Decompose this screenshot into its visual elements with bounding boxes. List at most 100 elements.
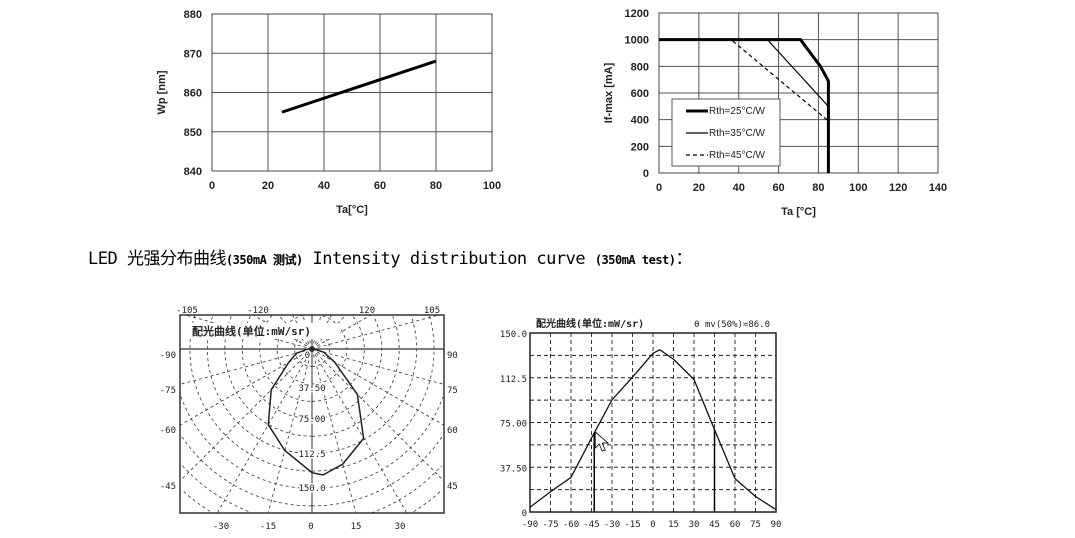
plot-frame bbox=[658, 12, 939, 174]
polar-intensity-chart: 配光曲线(单位:mW/sr) -105 -120 120 105 -90 90 -75 75 -6… bbox=[160, 306, 458, 532]
polar-radial-label: 150.0 bbox=[298, 484, 325, 494]
x-tick-label: -75 bbox=[542, 520, 558, 530]
polar-bottom-label: -30 bbox=[213, 522, 229, 532]
polar-grid-circle bbox=[312, 314, 348, 385]
intensity-distribution-chart: -90 -75 -60 -45 -30 -15 0 15 30 45 60 75 90 0 37.50 75.… bbox=[500, 317, 782, 530]
x-tick-label: 90 bbox=[771, 520, 782, 530]
legend-label: Rth=25°C/W bbox=[709, 106, 766, 117]
polar-grid-circle bbox=[371, 465, 442, 514]
y-tick-label: 112.5 bbox=[500, 375, 527, 385]
polar-grid-circle bbox=[312, 315, 365, 402]
polar-intensity-curve bbox=[267, 348, 365, 476]
x-tick-label: 40 bbox=[318, 180, 330, 192]
intensity-curve bbox=[529, 348, 777, 511]
x-tick-label: 100 bbox=[483, 180, 501, 192]
x-axis-label: Ta [°C] bbox=[781, 206, 816, 218]
x-tick-label: 100 bbox=[849, 182, 867, 194]
half-angle-annotation: θ mv(50%)=86.0 bbox=[694, 320, 770, 330]
y-tick-label: 600 bbox=[631, 88, 649, 100]
x-tick-label: 0 bbox=[650, 520, 655, 530]
y-axis-label: Wp [nm] bbox=[156, 70, 168, 114]
x-tick-label: 140 bbox=[929, 182, 947, 194]
polar-grid-circle bbox=[413, 491, 441, 513]
y-tick-label: 200 bbox=[631, 141, 649, 153]
x-tick-label: -15 bbox=[624, 520, 640, 530]
y-tick-label: 860 bbox=[184, 88, 202, 100]
legend-label: Rth=35°C/W bbox=[709, 128, 766, 139]
polar-bottom-label: 0 bbox=[308, 522, 313, 532]
x-tick-label: -30 bbox=[604, 520, 620, 530]
polar-grid-ray bbox=[252, 314, 313, 350]
y-tick-label: 0 bbox=[522, 509, 527, 519]
x-tick-label: 80 bbox=[430, 180, 442, 192]
x-tick-label: 30 bbox=[689, 520, 700, 530]
polar-grid-ray bbox=[311, 348, 445, 482]
y-tick-label: 150.0 bbox=[500, 330, 527, 340]
polar-title: 配光曲线(单位:mW/sr) bbox=[192, 324, 311, 338]
heading-en: Intensity distribution curve bbox=[302, 249, 595, 269]
chart-title: 配光曲线(单位:mW/sr) bbox=[536, 317, 644, 330]
x-tick-label: 60 bbox=[374, 180, 386, 192]
legend-label: Rth=45°C/W bbox=[709, 150, 766, 161]
polar-grid-ray bbox=[311, 348, 408, 514]
polar-top-label: -120 bbox=[247, 306, 269, 316]
chart-wavelength-vs-temp: 0 20 40 60 80 100 840 850 860 870 880 Ta[°C] Wp [nm] bbox=[156, 9, 501, 216]
plot-frame bbox=[529, 332, 777, 513]
x-tick-label: -90 bbox=[522, 520, 538, 530]
polar-grid-circle bbox=[189, 315, 313, 472]
x-tick-label: 45 bbox=[709, 520, 720, 530]
polar-right-label: 90 bbox=[447, 351, 458, 361]
section-heading: LED 光强分布曲线(350mA 测试) Intensity distribut… bbox=[88, 244, 693, 269]
x-tick-label: 120 bbox=[889, 182, 907, 194]
polar-grid-circle bbox=[181, 436, 313, 507]
polar-right-label: 45 bbox=[447, 482, 458, 492]
y-tick-label: 75.00 bbox=[500, 420, 527, 430]
polar-grid-circle bbox=[276, 314, 312, 385]
title-bg bbox=[190, 323, 340, 339]
polar-radial-label: 75.00 bbox=[298, 415, 325, 425]
polar-grid-ray bbox=[311, 314, 372, 350]
heading-en-test: (350mA test) bbox=[594, 253, 676, 267]
y-tick-label: 0 bbox=[643, 168, 649, 180]
polar-grid-ray bbox=[311, 348, 357, 514]
polar-radial-label: 0 bbox=[305, 351, 310, 361]
chart-derating-curve: 0 20 40 60 80 100 120 140 0 200 400 600 800 1000 1200 T… bbox=[603, 8, 947, 218]
polar-bottom-label: 15 bbox=[351, 522, 362, 532]
mouse-cursor-icon bbox=[594, 431, 610, 452]
y-axis-label: If-max [mA] bbox=[603, 62, 615, 123]
y-tick-label: 800 bbox=[631, 61, 649, 73]
polar-grid-ray bbox=[179, 348, 313, 426]
heading-colon: ： bbox=[675, 249, 693, 269]
x-tick-label: 0 bbox=[209, 180, 215, 192]
polar-grid-circle bbox=[311, 316, 400, 437]
polar-right-label: 75 bbox=[447, 386, 458, 396]
x-tick-label: -45 bbox=[583, 520, 599, 530]
heading-cn-test: (350mA 测试) bbox=[225, 253, 303, 267]
x-tick-label: 20 bbox=[262, 180, 274, 192]
x-tick-label: 75 bbox=[750, 520, 761, 530]
polar-left-label: -45 bbox=[160, 482, 176, 492]
polar-grid-ray bbox=[267, 348, 313, 514]
polar-top-label: -105 bbox=[176, 306, 198, 316]
polar-bottom-label: 30 bbox=[395, 522, 406, 532]
y-tick-label: 880 bbox=[184, 9, 202, 21]
polar-grid-ray bbox=[311, 314, 439, 350]
polar-right-label: 60 bbox=[447, 426, 458, 436]
x-tick-label: 60 bbox=[772, 182, 784, 194]
y-tick-label: 1200 bbox=[625, 8, 649, 20]
series-line-Wp bbox=[281, 59, 437, 114]
polar-left-label: -90 bbox=[160, 351, 176, 361]
polar-grid-ray bbox=[179, 348, 313, 482]
polar-grid-ray bbox=[311, 348, 445, 385]
polar-grid-circle bbox=[182, 465, 253, 514]
x-tick-label: -60 bbox=[563, 520, 579, 530]
polar-radial-label: 112.5 bbox=[298, 450, 325, 460]
polar-top-label: 120 bbox=[359, 306, 375, 316]
polar-grid-circle bbox=[183, 491, 211, 513]
plot-frame bbox=[211, 13, 493, 172]
polar-grid-circle bbox=[311, 315, 435, 472]
y-tick-label: 400 bbox=[631, 115, 649, 127]
polar-grid-circle bbox=[311, 316, 383, 420]
